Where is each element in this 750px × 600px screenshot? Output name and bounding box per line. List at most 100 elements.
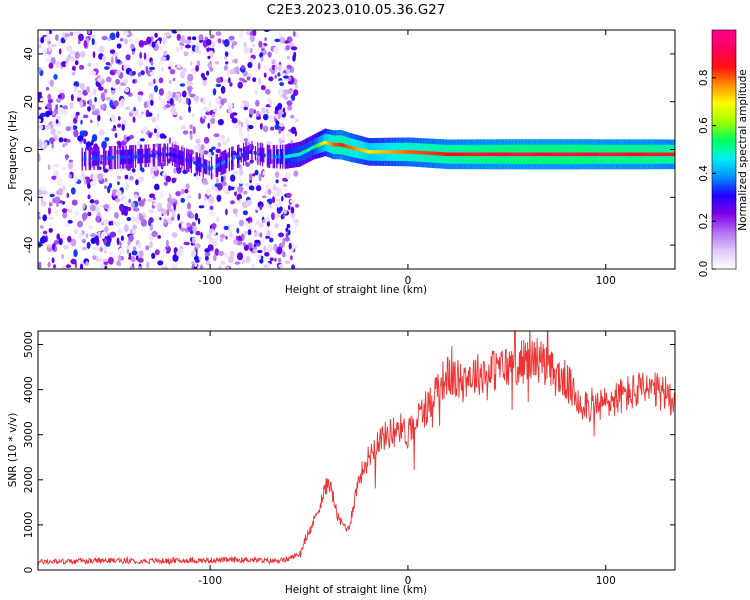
noise-speckle: [197, 218, 201, 225]
noise-speckle: [40, 200, 47, 207]
noise-speckle: [96, 61, 99, 70]
noise-speckle: [284, 260, 291, 264]
noise-speckle: [202, 76, 207, 81]
signal-core: [557, 152, 559, 157]
signal-core: [495, 152, 497, 157]
noise-speckle: [40, 37, 45, 44]
signal-core: [494, 152, 496, 157]
noise-speckle: [190, 61, 193, 66]
noise-speckle: [255, 220, 261, 225]
signal-core: [517, 152, 519, 157]
colorbar-tick-label: 0.8: [698, 69, 710, 86]
signal-core: [618, 152, 620, 157]
noise-speckle: [137, 114, 143, 119]
noise-speckle: [230, 174, 236, 182]
signal-core: [83, 157, 85, 161]
signal-core: [396, 150, 398, 154]
signal-core: [298, 152, 300, 157]
signal-halo: [240, 147, 242, 163]
signal-core: [603, 152, 605, 157]
noise-speckle: [161, 208, 168, 215]
signal-core: [350, 145, 352, 150]
noise-speckle: [150, 99, 154, 106]
noise-speckle: [281, 196, 284, 202]
noise-speckle: [92, 246, 98, 251]
noise-speckle: [172, 77, 176, 82]
noise-speckle: [51, 97, 55, 105]
noise-speckle: [109, 231, 116, 238]
colorbar-tick-label: 0.4: [698, 165, 710, 182]
noise-speckle: [223, 65, 229, 71]
noise-speckle: [223, 79, 230, 84]
spectrogram-y-axis: -40 -20 0 20 40: [23, 47, 675, 254]
signal-core: [408, 150, 410, 154]
signal-core: [595, 152, 597, 157]
signal-core: [376, 150, 378, 154]
signal-core: [333, 142, 335, 147]
signal-core: [640, 152, 642, 157]
noise-speckle: [98, 86, 104, 91]
noise-speckle: [100, 92, 106, 101]
signal-core: [91, 156, 93, 161]
noise-speckle: [212, 108, 218, 113]
signal-core: [420, 150, 422, 155]
noise-speckle: [116, 237, 120, 246]
noise-speckle: [249, 47, 253, 54]
signal-core: [582, 152, 584, 157]
noise-speckle: [148, 217, 154, 224]
signal-core: [217, 163, 219, 168]
noise-speckle: [220, 99, 225, 106]
signal-core: [591, 152, 593, 157]
signal-core: [667, 152, 669, 157]
signal-core: [649, 152, 651, 157]
signal-core: [262, 153, 264, 157]
signal-core: [507, 152, 509, 157]
signal-core: [153, 153, 155, 158]
signal-core: [241, 153, 243, 157]
noise-speckle: [119, 38, 124, 42]
signal-core: [258, 152, 260, 156]
signal-core: [430, 151, 432, 156]
signal-core: [353, 146, 355, 151]
signal-core: [601, 152, 603, 157]
signal-core: [418, 150, 420, 155]
noise-speckle: [122, 205, 129, 211]
signal-core: [493, 152, 495, 157]
noise-speckle: [180, 220, 184, 225]
signal-core: [379, 150, 381, 154]
signal-core: [458, 152, 460, 157]
noise-speckle: [41, 190, 48, 195]
noise-speckle: [131, 168, 136, 173]
signal-core: [644, 152, 646, 157]
noise-speckle: [176, 47, 180, 52]
noise-speckle: [284, 172, 291, 180]
signal-core: [328, 141, 330, 146]
noise-speckle: [74, 51, 80, 59]
noise-speckle: [133, 107, 136, 112]
noise-speckle: [96, 247, 100, 251]
noise-speckle: [221, 181, 227, 187]
signal-core: [132, 154, 134, 159]
signal-core: [510, 152, 512, 157]
spectrogram-signal-track: [81, 128, 675, 180]
noise-speckle: [65, 264, 71, 269]
noise-speckle: [212, 88, 217, 96]
signal-core: [580, 152, 582, 157]
noise-speckle: [274, 38, 281, 43]
noise-speckle: [79, 83, 84, 89]
noise-speckle: [211, 230, 217, 236]
noise-speckle: [220, 175, 224, 183]
signal-core: [508, 152, 510, 157]
noise-speckle: [62, 211, 68, 219]
signal-core: [293, 153, 295, 158]
signal-core: [496, 152, 498, 157]
noise-speckle: [266, 141, 272, 145]
signal-core: [275, 154, 277, 159]
signal-core: [537, 152, 539, 157]
noise-speckle: [146, 36, 152, 45]
noise-speckle: [43, 36, 51, 42]
signal-halo: [130, 149, 132, 164]
noise-speckle: [93, 88, 97, 96]
noise-speckle: [275, 187, 281, 195]
